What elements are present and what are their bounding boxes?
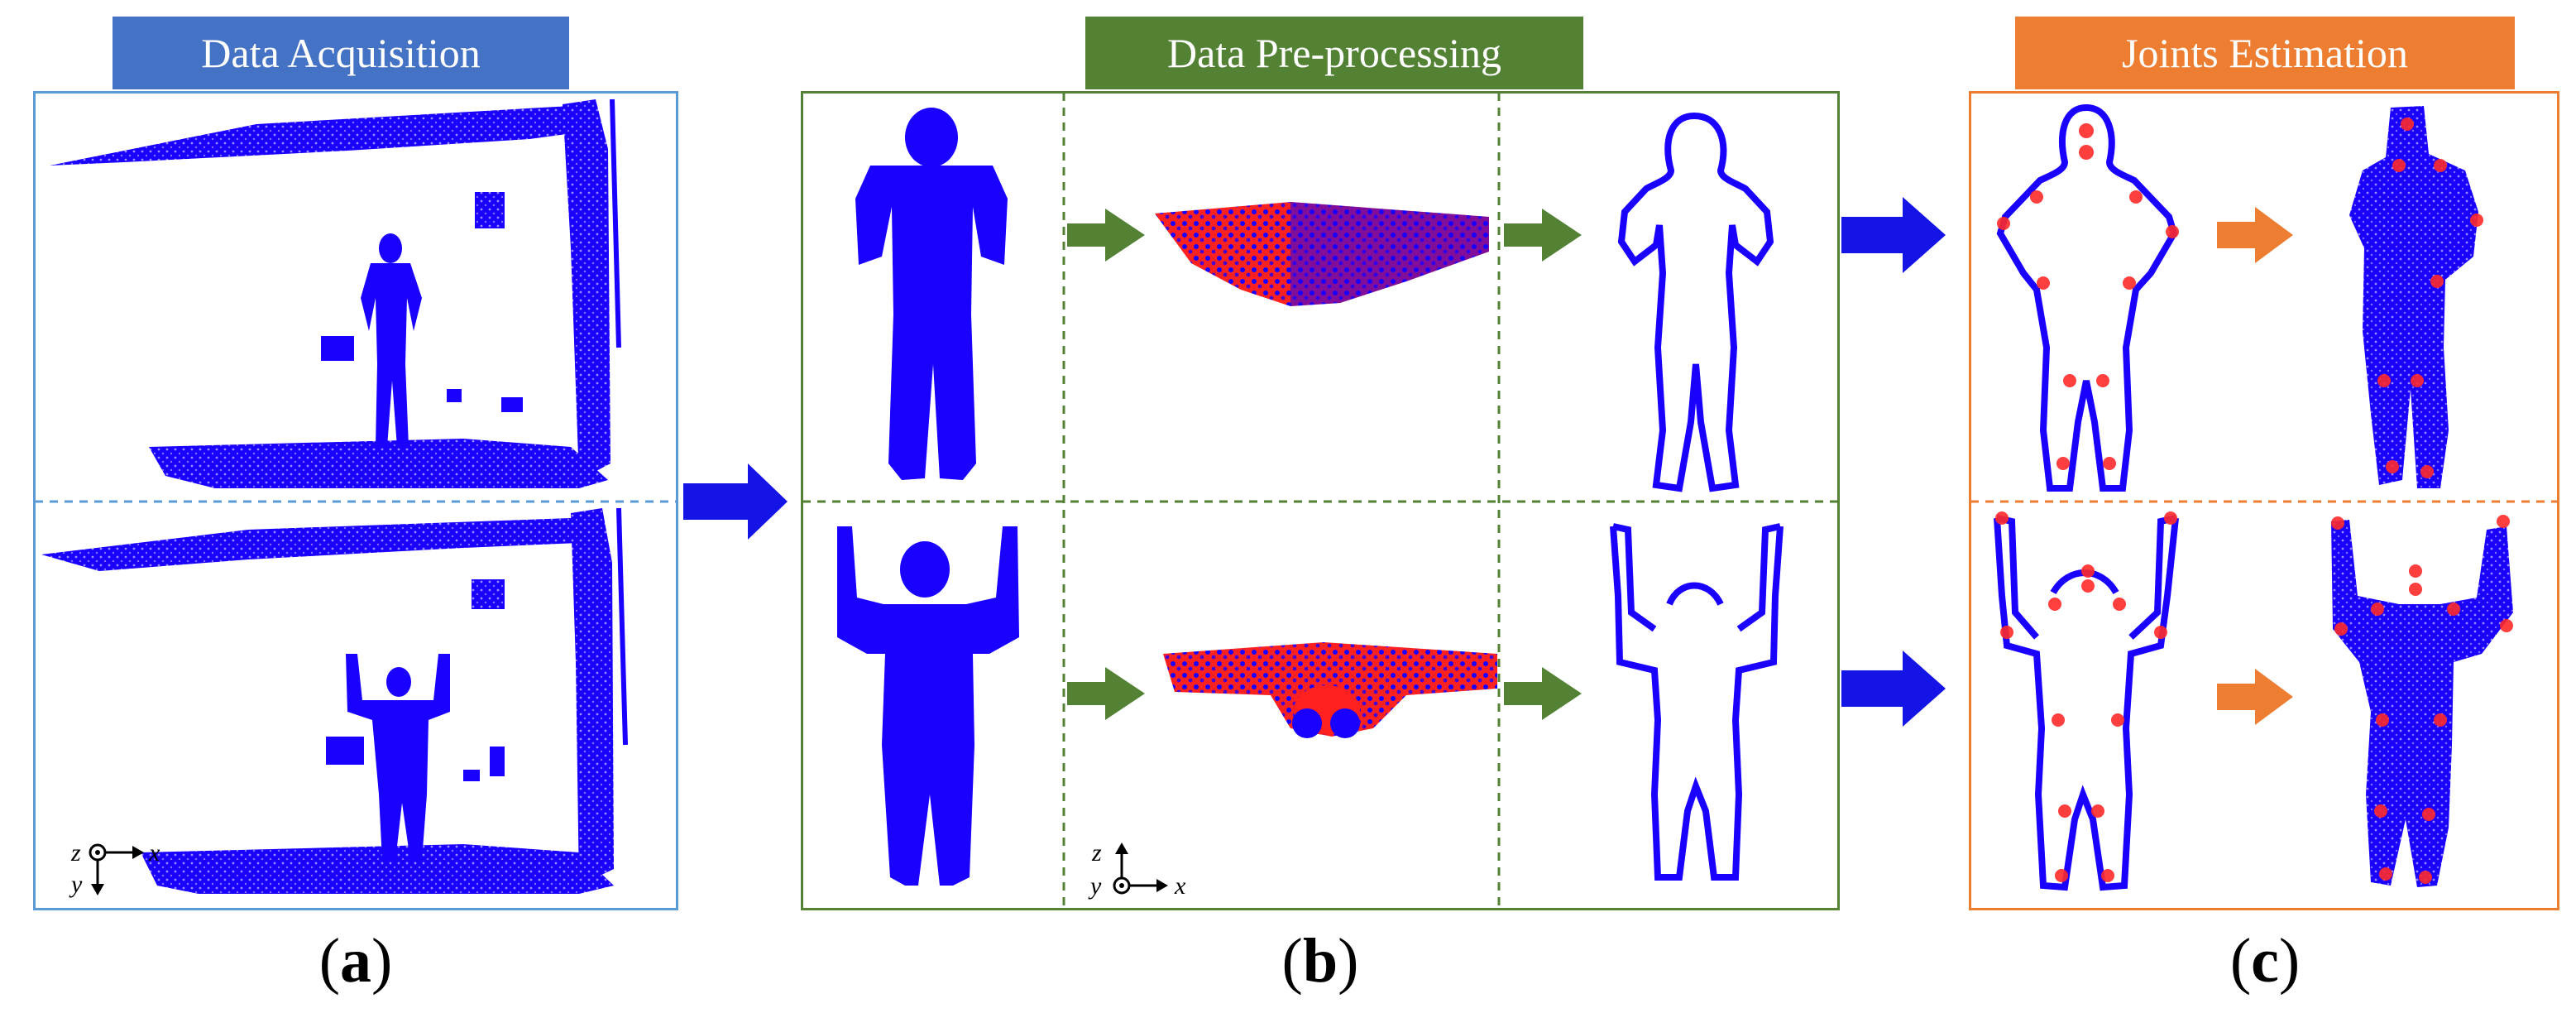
silhouette-bottom-b [837,526,1019,886]
arrow-orange-top [2217,207,2293,263]
scene-top-a [50,98,621,488]
contour-top-b [1617,112,1774,492]
arrow-green-bottom-1 [1067,667,1145,720]
axes-legend-b: z x y [1088,839,1186,900]
arrow-green-top-2 [1504,209,1582,262]
arrow-a-to-b [683,463,788,540]
projection-bottom-b [1163,642,1497,738]
projection-top-b [1155,202,1489,306]
skeleton-cloud-top [2349,106,2483,488]
room-wall-right-bottom [571,508,614,886]
title-data-preprocessing-text: Data Pre-processing [1166,30,1502,76]
joint-contour-top [1996,103,2179,492]
silhouette-top-b [855,108,1008,480]
room-floor-top [149,439,608,488]
joints-bottom-right [2331,515,2513,884]
axis-label-b-z: z [1091,839,1102,867]
arrow-b-to-c-bottom [1841,651,1946,727]
axis-origin-b [1113,876,1131,895]
subfigure-label-b: (b) [1281,926,1359,996]
person-top-a [361,233,422,447]
room-ceiling-bottom [41,518,579,571]
title-data-acquisition: Data Acquisition [113,17,569,89]
person-bottom-a [346,654,450,861]
subfigure-label-b-letter: b [1302,926,1338,996]
axis-origin-a [89,843,107,862]
arrow-green-bottom-2 [1504,667,1582,720]
subfigure-label-c: (c) [2229,926,2301,996]
axes-legend-a: z x y [69,839,160,898]
scatter-noise-top [321,336,523,412]
joints-bottom-left [1995,511,2177,882]
wall-patch-bottom [472,579,505,609]
subfigure-label-c-letter: c [2251,926,2279,996]
scatter-noise-bottom [326,737,505,781]
subfigure-label-a: (a) [318,926,393,996]
subfigure-label-a-letter: a [340,926,371,996]
joint-contour-bottom [1994,511,2179,891]
arrow-b-to-c-top [1841,197,1946,273]
contour-bottom-b [1610,523,1784,881]
joints-top-left [1997,123,2179,470]
arrow-orange-bottom [2217,669,2293,725]
axis-label-b-x: x [1174,872,1186,900]
title-joints-estimation-text: Joints Estimation [2122,30,2408,76]
axis-label-a-y: y [69,871,83,898]
arrow-green-top-1 [1067,209,1145,262]
axis-label-a-z: z [70,839,81,867]
wall-edge-bottom [616,507,628,746]
axis-label-a-x: x [148,839,160,867]
skeleton-cloud-bottom [2331,515,2513,887]
title-data-acquisition-text: Data Acquisition [201,30,481,76]
joints-top-right [2377,118,2483,478]
title-joints-estimation: Joints Estimation [2015,17,2515,89]
wall-patch-top [475,192,505,228]
room-wall-right-top [563,99,610,480]
room-floor-bottom [141,844,614,894]
title-data-preprocessing: Data Pre-processing [1085,17,1583,89]
scene-bottom-a [41,507,628,894]
axis-label-b-y: y [1088,872,1102,900]
room-ceiling-top [50,106,579,166]
wall-edge-top [610,98,621,348]
